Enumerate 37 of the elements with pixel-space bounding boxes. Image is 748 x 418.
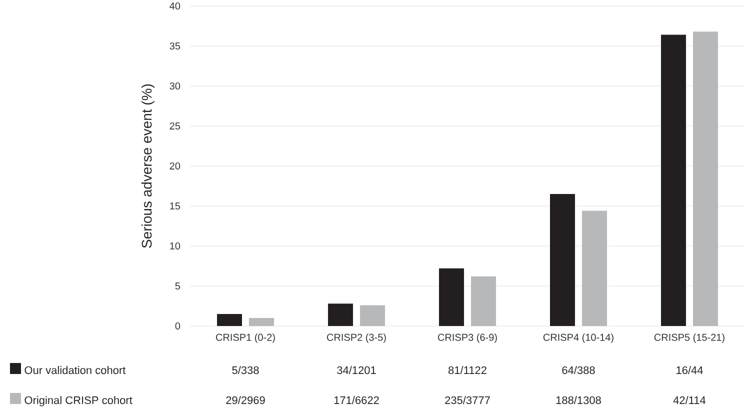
bar — [550, 194, 575, 326]
data-label: 29/2969 — [226, 396, 265, 404]
y-tick-label: 20 — [170, 162, 180, 170]
data-label: 81/1122 — [448, 366, 486, 374]
legend-label: Our validation cohort — [24, 366, 126, 374]
x-tick-label: CRISP5 (15-21) — [654, 334, 724, 343]
y-tick-label: 0 — [175, 322, 180, 330]
bar — [660, 34, 686, 326]
bar — [249, 318, 274, 326]
data-label: 64/388 — [562, 366, 595, 374]
bar — [470, 276, 496, 326]
data-label: 42/114 — [673, 396, 706, 404]
data-label: 34/1201 — [337, 366, 376, 374]
bar — [360, 305, 385, 326]
y-axis-title: Serious adverse event (%) — [141, 84, 154, 248]
bar — [692, 32, 718, 326]
y-tick-label: 30 — [170, 82, 180, 90]
bar — [217, 314, 242, 326]
bar — [328, 304, 353, 326]
y-tick-label: 5 — [175, 282, 180, 290]
y-tick-label: 15 — [170, 202, 180, 210]
data-label: 16/44 — [676, 366, 703, 374]
y-tick-label: 25 — [170, 122, 180, 130]
x-tick-label: CRISP3 (6-9) — [438, 334, 497, 343]
bar — [438, 268, 464, 326]
bar — [582, 210, 607, 326]
y-tick-label: 10 — [170, 242, 180, 250]
y-tick-label: 35 — [170, 42, 180, 50]
data-label: 5/338 — [232, 366, 259, 374]
data-label: 235/3777 — [445, 396, 490, 404]
x-tick-label: CRISP1 (0-2) — [216, 334, 275, 343]
x-tick-label: CRISP4 (10-14) — [543, 334, 614, 343]
legend-label: Original CRISP cohort — [24, 396, 132, 406]
y-tick-label: 40 — [170, 2, 180, 10]
x-tick-label: CRISP2 (3-5) — [326, 334, 386, 343]
data-label: 171/6622 — [334, 396, 379, 404]
data-label: 188/1308 — [556, 396, 601, 404]
